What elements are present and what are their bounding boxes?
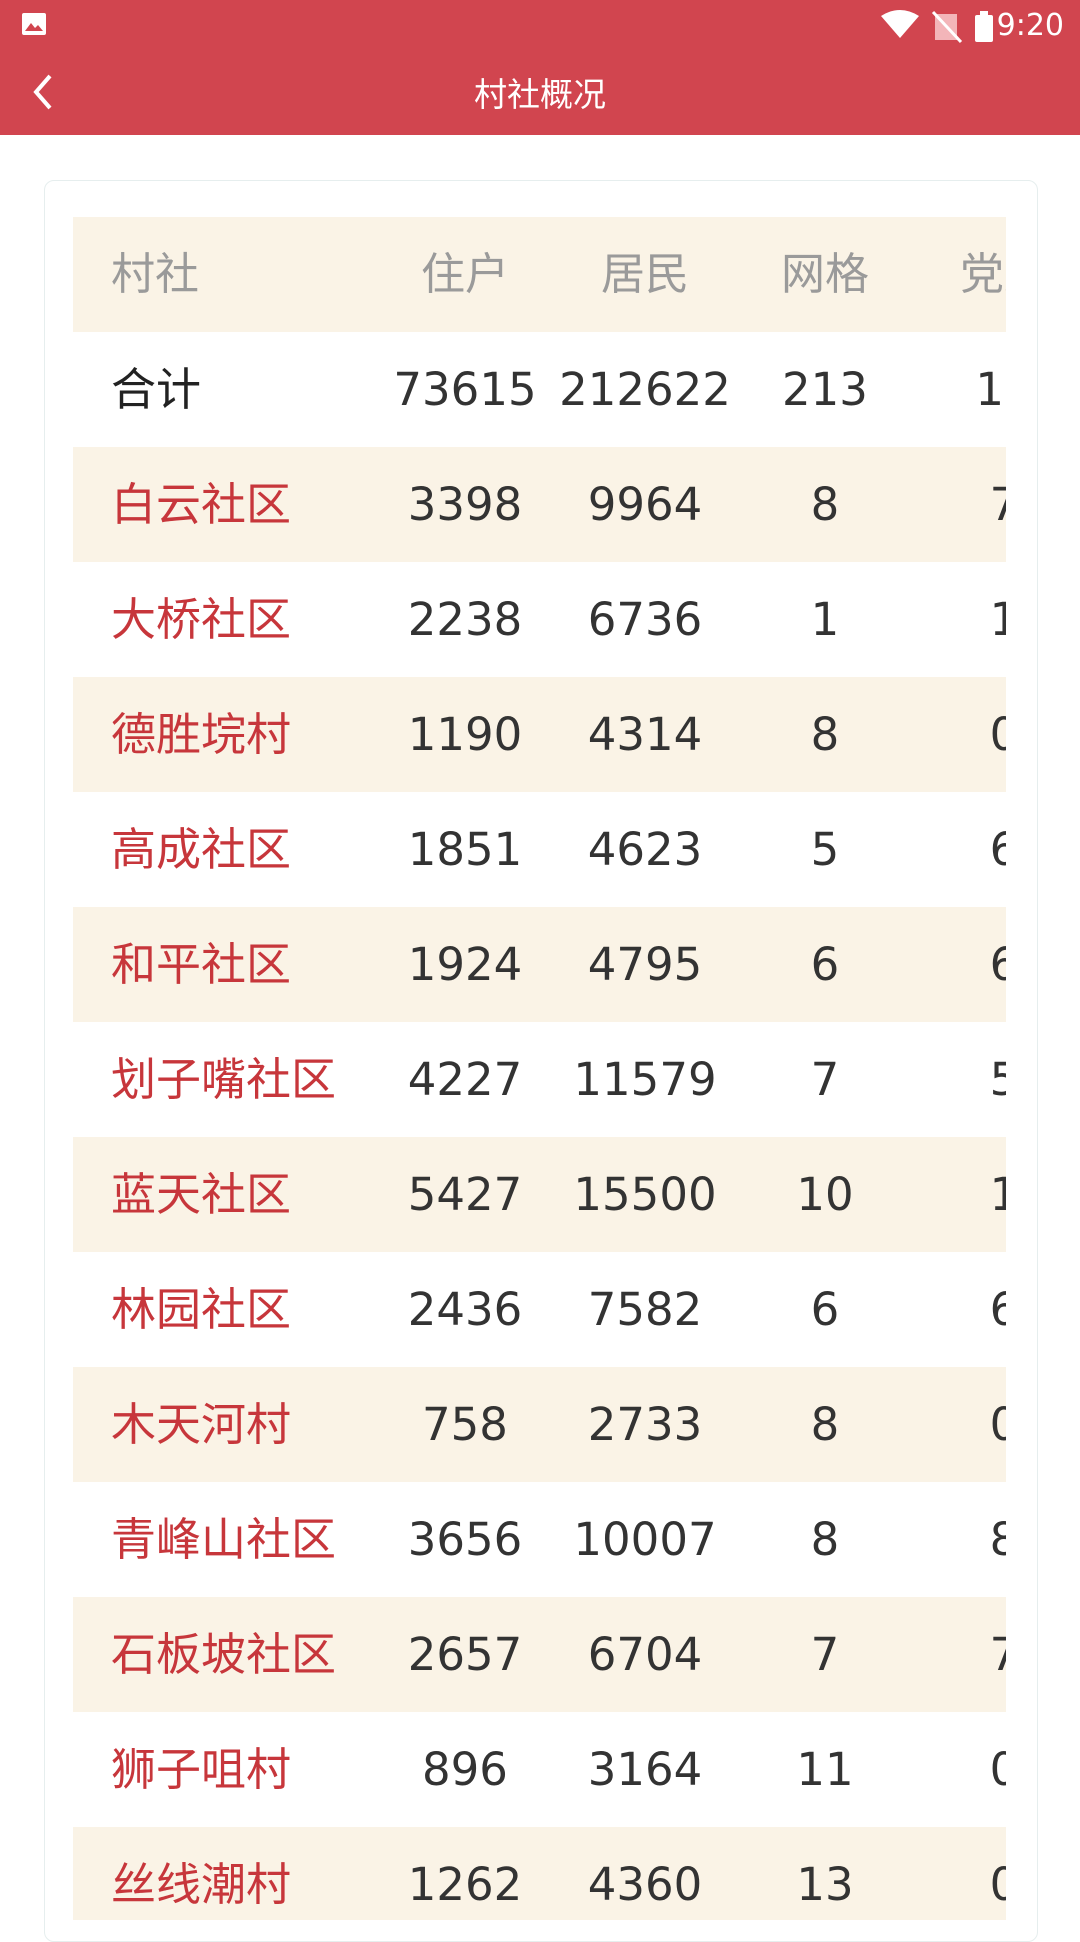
cell-value: 5 bbox=[810, 823, 840, 876]
cell-value: 4227 bbox=[407, 1053, 523, 1106]
column-header: 村社 bbox=[111, 249, 199, 300]
status-time: 9:20 bbox=[996, 8, 1064, 43]
column-header: 居民 bbox=[601, 249, 689, 300]
cell-value: 8 bbox=[810, 478, 840, 531]
data-row: 德胜垸村 1190 4314 8 0 bbox=[73, 677, 1006, 792]
cell-value: 3656 bbox=[407, 1513, 523, 1566]
cell-value: 0 bbox=[989, 708, 1006, 761]
cell-value: 4623 bbox=[587, 823, 703, 876]
total-row: 合计 73615 212622 213 13 bbox=[73, 332, 1006, 447]
cell-value: 8 bbox=[989, 1513, 1006, 1566]
cell-value: 7 bbox=[989, 478, 1006, 531]
column-header: 网格 bbox=[781, 249, 869, 300]
cell-value: 0 bbox=[989, 1858, 1006, 1911]
cell-value: 2733 bbox=[587, 1398, 703, 1451]
cell-value: 3164 bbox=[587, 1743, 703, 1796]
cell-value: 1924 bbox=[407, 938, 523, 991]
cell-value: 5 bbox=[989, 1053, 1006, 1106]
village-name: 德胜垸村 bbox=[111, 708, 292, 761]
back-button[interactable] bbox=[28, 72, 58, 112]
cell-value: 212622 bbox=[559, 363, 731, 416]
data-row: 青峰山社区 3656 10007 8 8 bbox=[73, 1482, 1006, 1597]
village-name: 合计 bbox=[111, 363, 202, 416]
cell-value: 8 bbox=[810, 1398, 840, 1451]
village-name: 林园社区 bbox=[111, 1283, 292, 1336]
cell-value: 1 bbox=[989, 593, 1006, 646]
village-name: 木天河村 bbox=[111, 1398, 292, 1451]
top-bar: 9:20 村社概况 bbox=[0, 0, 1080, 135]
data-row: 丝线潮村 1262 4360 13 0 bbox=[73, 1827, 1006, 1920]
cell-value: 6 bbox=[989, 938, 1006, 991]
cell-value: 13 bbox=[975, 363, 1006, 416]
village-name: 高成社区 bbox=[111, 823, 292, 876]
village-name: 丝线潮村 bbox=[111, 1858, 292, 1911]
cell-value: 3398 bbox=[407, 478, 523, 531]
data-row: 林园社区 2436 7582 6 6 bbox=[73, 1252, 1006, 1367]
data-row: 狮子咀村 896 3164 11 0 bbox=[73, 1712, 1006, 1827]
cell-value: 7 bbox=[810, 1053, 840, 1106]
cell-value: 6736 bbox=[587, 593, 703, 646]
data-row: 蓝天社区 5427 15500 10 1 bbox=[73, 1137, 1006, 1252]
cell-value: 1 bbox=[989, 1168, 1006, 1221]
cell-value: 1851 bbox=[407, 823, 523, 876]
cell-value: 1262 bbox=[407, 1858, 523, 1911]
column-header: 住户 bbox=[421, 249, 509, 300]
cell-value: 5427 bbox=[407, 1168, 523, 1221]
cell-value: 8 bbox=[810, 708, 840, 761]
data-row: 石板坡社区 2657 6704 7 7 bbox=[73, 1597, 1006, 1712]
status-icons bbox=[881, 10, 993, 44]
cell-value: 10007 bbox=[573, 1513, 717, 1566]
cell-value: 758 bbox=[422, 1398, 508, 1451]
data-row: 白云社区 3398 9964 8 7 bbox=[73, 447, 1006, 562]
cell-value: 6 bbox=[810, 938, 840, 991]
village-name: 和平社区 bbox=[111, 938, 292, 991]
cell-value: 6 bbox=[989, 823, 1006, 876]
cell-value: 2657 bbox=[407, 1628, 523, 1681]
cell-value: 213 bbox=[782, 363, 868, 416]
cell-value: 8 bbox=[810, 1513, 840, 1566]
cell-value: 2436 bbox=[407, 1283, 523, 1336]
cell-value: 9964 bbox=[587, 478, 703, 531]
cell-value: 0 bbox=[989, 1398, 1006, 1451]
gallery-icon bbox=[22, 13, 46, 35]
cell-value: 6704 bbox=[587, 1628, 703, 1681]
cell-value: 4360 bbox=[587, 1858, 703, 1911]
page-title: 村社概况 bbox=[474, 75, 606, 114]
data-row: 划子嘴社区 4227 11579 7 5 bbox=[73, 1022, 1006, 1137]
village-name: 狮子咀村 bbox=[111, 1743, 292, 1796]
cell-value: 0 bbox=[989, 1743, 1006, 1796]
data-row: 和平社区 1924 4795 6 6 bbox=[73, 907, 1006, 1022]
cell-value: 1 bbox=[810, 593, 840, 646]
village-name: 青峰山社区 bbox=[111, 1513, 337, 1566]
cell-value: 11579 bbox=[573, 1053, 717, 1106]
data-table: 村社 住户 居民 网格 党支合计 73615 212622 213 13 白云社区 3398 9964… bbox=[73, 217, 1006, 1920]
village-name: 白云社区 bbox=[111, 478, 292, 531]
cell-value: 6 bbox=[810, 1283, 840, 1336]
cell-value: 7582 bbox=[587, 1283, 703, 1336]
column-header: 党支 bbox=[960, 249, 1006, 300]
cell-value: 2238 bbox=[407, 593, 523, 646]
cell-value: 73615 bbox=[393, 363, 537, 416]
data-row: 大桥社区 2238 6736 1 1 bbox=[73, 562, 1006, 677]
village-name: 蓝天社区 bbox=[111, 1168, 292, 1221]
cell-value: 4314 bbox=[587, 708, 703, 761]
cell-value: 13 bbox=[796, 1858, 854, 1911]
village-name: 划子嘴社区 bbox=[111, 1053, 337, 1106]
cell-value: 896 bbox=[422, 1743, 508, 1796]
data-row: 木天河村 758 2733 8 0 bbox=[73, 1367, 1006, 1482]
cell-value: 7 bbox=[810, 1628, 840, 1681]
village-name: 大桥社区 bbox=[111, 593, 292, 646]
cell-value: 11 bbox=[796, 1743, 854, 1796]
cell-value: 15500 bbox=[573, 1168, 717, 1221]
cell-value: 6 bbox=[989, 1283, 1006, 1336]
cell-value: 10 bbox=[796, 1168, 854, 1221]
header-row: 村社 住户 居民 网格 党支 bbox=[73, 217, 1006, 332]
cell-value: 1190 bbox=[407, 708, 523, 761]
cell-value: 7 bbox=[989, 1628, 1006, 1681]
village-name: 石板坡社区 bbox=[111, 1628, 337, 1681]
cell-value: 4795 bbox=[587, 938, 703, 991]
data-row: 高成社区 1851 4623 5 6 bbox=[73, 792, 1006, 907]
